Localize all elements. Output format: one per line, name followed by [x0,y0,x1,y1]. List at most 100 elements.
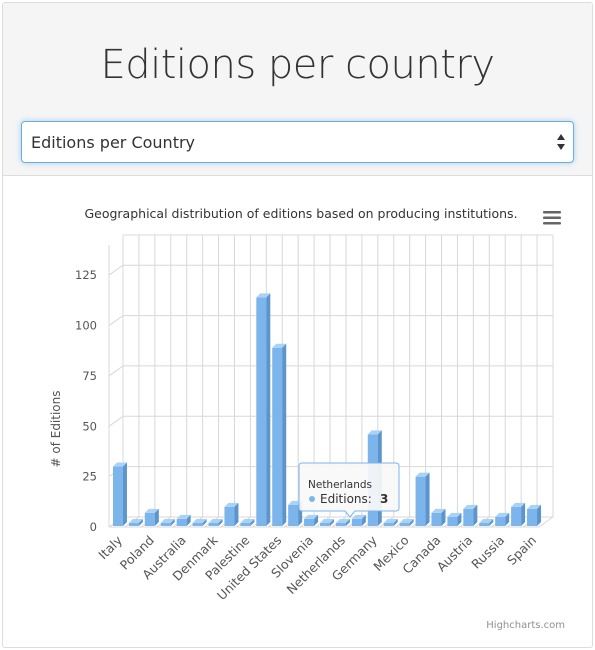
bar-top [415,472,430,477]
chart-selector-dropdown[interactable]: Editions per Country [21,121,574,163]
bar-top [224,502,239,507]
bar-side [521,502,526,526]
bar[interactable] [144,508,159,526]
grid-connector [108,264,124,276]
bar-top [320,518,334,523]
bar-top [495,512,510,517]
bar-side [345,518,350,526]
bar-front [495,516,506,526]
page-title: Editions per country [100,42,495,88]
bar[interactable] [463,504,478,526]
bar-front [256,297,267,526]
bar-side [218,518,223,526]
bar-side [234,502,239,526]
bar[interactable] [527,504,542,526]
bar-front [304,518,315,526]
bar-top [176,514,191,519]
hamburger-icon[interactable] [542,210,562,226]
y-tick-label: 50 [82,419,97,433]
bar-top [208,518,223,523]
x-tick-label: Russia [468,533,507,572]
page-header: Editions per country Editions per Countr… [3,3,592,176]
bar-side [393,518,398,526]
bar-chart: Geographical distribution of editions ba… [49,206,565,631]
bar-front [224,506,235,526]
y-tick-label: 0 [90,520,97,534]
bar-top [511,502,526,507]
bar[interactable] [479,518,494,526]
bar[interactable] [399,518,414,526]
bar-side [282,343,287,526]
bar[interactable] [335,518,350,526]
bar-front [112,466,123,526]
bar-side [314,514,319,526]
bar[interactable] [128,518,143,526]
bar[interactable] [240,518,255,526]
bar-side [425,472,430,526]
bar-top [335,518,350,523]
tooltip-series-name: Editions: [320,492,372,506]
bar-front [527,508,538,526]
bar-side [266,293,271,526]
bar-front [335,522,346,526]
bar[interactable] [224,502,239,526]
bar[interactable] [511,502,526,526]
bar-top [527,504,542,509]
bar-front [447,516,458,526]
bar-front [160,522,171,526]
bar[interactable] [112,462,127,526]
bar[interactable] [415,472,430,526]
bar[interactable] [495,512,510,526]
x-tick-label: Spain [504,533,539,568]
floor-line [538,516,554,528]
credit-link[interactable]: Highcharts.com [486,620,565,631]
bar-top [447,512,462,517]
bar-top [304,514,319,519]
bar-side [138,518,143,526]
bar[interactable] [256,293,271,526]
bar-top [431,508,446,513]
bar-side [457,512,462,526]
bar-front [240,522,251,526]
bar-side [170,518,175,526]
bar-top [383,518,398,523]
bar-top [479,518,494,523]
bar-top [112,462,127,467]
bar[interactable] [160,518,175,526]
bar-side [473,504,478,526]
bar[interactable] [351,514,366,526]
bar-side [330,518,334,526]
x-tick-label: Austria [434,533,476,575]
bar[interactable] [176,514,191,526]
bar[interactable] [208,518,223,526]
bar-top [367,430,382,435]
bar[interactable] [431,508,446,526]
chart-title: Geographical distribution of editions ba… [84,206,517,221]
bar-side [186,514,191,526]
bar[interactable] [320,518,334,526]
bar-side [250,518,255,526]
bar-side [122,462,127,526]
bar-front [431,512,442,526]
bar[interactable] [447,512,462,526]
bar-front [383,522,394,526]
bar-top [160,518,175,523]
bar[interactable] [192,518,207,526]
bar-side [441,508,446,526]
bar-top [463,504,478,509]
grid-connector [108,315,124,326]
tooltip-category: Netherlands [308,479,372,491]
bar-side [505,512,510,526]
bar-front [128,522,139,526]
bar[interactable] [272,343,287,526]
bar-front [479,522,490,526]
bar-front [399,522,410,526]
y-tick-label: 75 [82,369,97,383]
bar-top [351,514,366,519]
tooltip-value: 3 [380,492,388,506]
bar-top [272,343,287,348]
y-axis-title: # of Editions [49,390,63,467]
bar-top [144,508,159,513]
bar[interactable] [383,518,398,526]
bar[interactable] [304,514,319,526]
